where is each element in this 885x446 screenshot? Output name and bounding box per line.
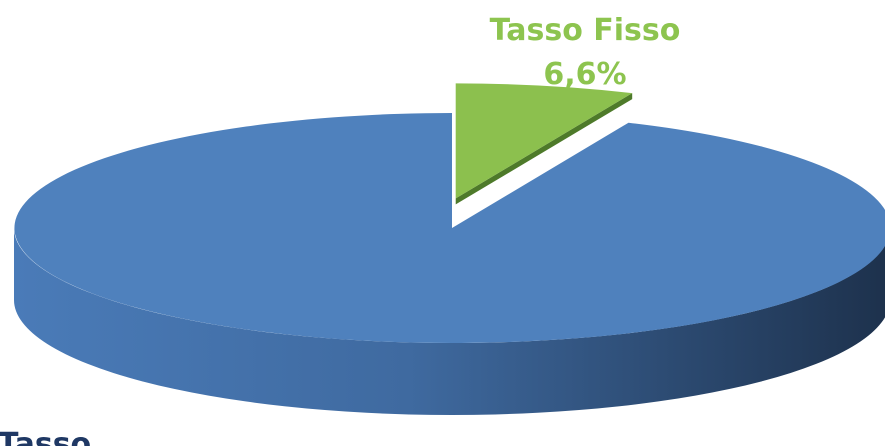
slice: [455, 83, 633, 199]
slice-side: [14, 228, 885, 415]
slice-value-label: 6,6%: [543, 57, 626, 92]
slice-label: Tasso Fisso: [490, 13, 681, 48]
slice-label: Tasso: [0, 427, 91, 446]
slice: [14, 113, 885, 343]
slice-edge: [455, 93, 633, 205]
